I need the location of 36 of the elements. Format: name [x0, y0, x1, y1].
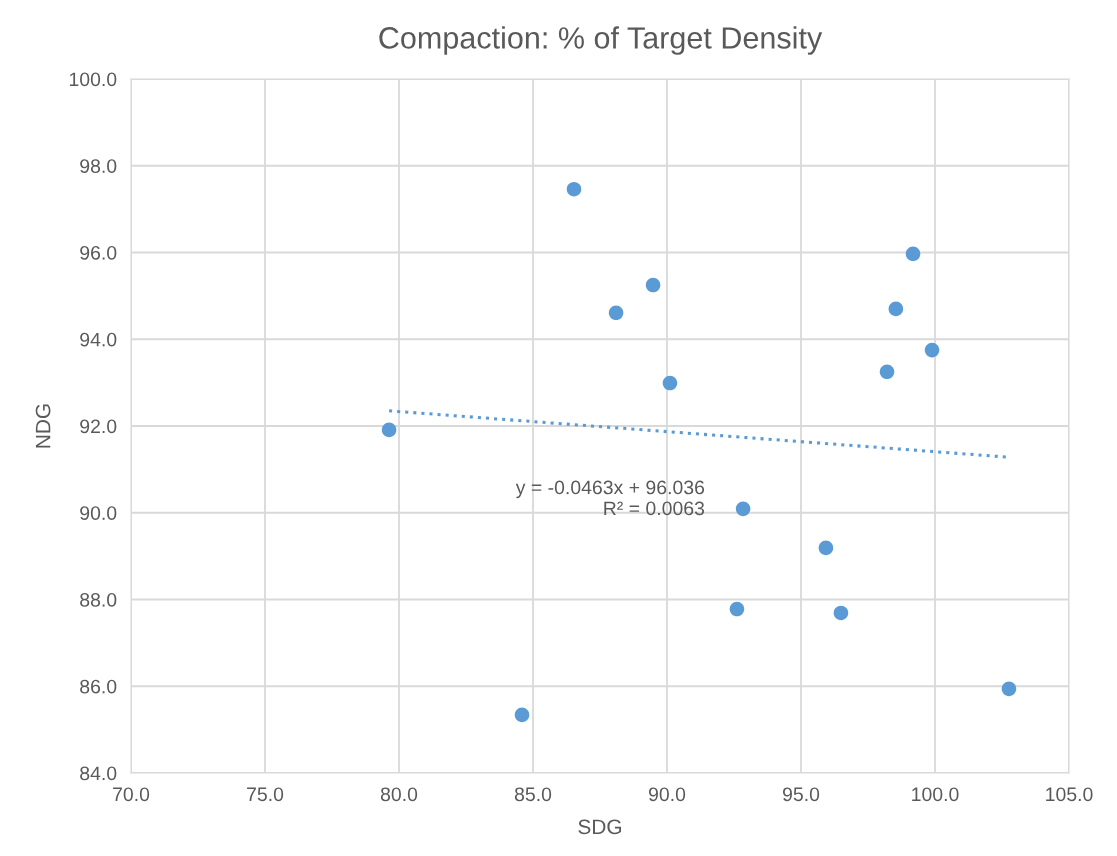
y-tick-label: 98.0: [80, 159, 117, 173]
point: [645, 277, 661, 293]
y-tick-label: 100.0: [69, 72, 117, 87]
point: [381, 422, 397, 438]
point: [879, 364, 895, 380]
chart-title: Compaction: % of Target Density: [379, 26, 823, 55]
x-tick-label: 70.0: [113, 787, 150, 802]
y-tick-label: 92.0: [80, 419, 117, 434]
y-tick-label: 88.0: [80, 592, 117, 607]
annotation: y = -0.0463x + 96.036 R² = 0.0063: [515, 480, 705, 516]
x-axis-title: SDG: [578, 819, 622, 835]
point: [818, 540, 834, 556]
point: [566, 181, 582, 197]
y-tick-label: 84.0: [80, 766, 117, 781]
x-tick-label: 105.0: [1046, 787, 1093, 802]
x-tick-label: 95.0: [782, 787, 820, 802]
point: [735, 501, 751, 517]
y-tick-label: 90.0: [80, 506, 117, 520]
y-axis-title: NDG: [35, 404, 51, 448]
y-tick-label: 94.0: [80, 332, 117, 347]
x-tick-label: 85.0: [514, 787, 552, 802]
x-tick-label: 75.0: [247, 787, 284, 802]
point: [833, 605, 849, 621]
x-tick-label: 100.0: [912, 787, 959, 802]
x-tick-label: 80.0: [380, 787, 418, 802]
point: [662, 375, 678, 391]
point: [608, 305, 624, 321]
point: [888, 301, 904, 317]
point: [729, 601, 745, 617]
point: [924, 342, 940, 358]
point: [514, 707, 530, 723]
y-tick-label: 86.0: [80, 679, 117, 694]
point: [905, 246, 921, 262]
y-tick-label: 96.0: [80, 245, 117, 260]
x-tick-label: 90.0: [648, 787, 686, 802]
point: [1001, 681, 1017, 697]
